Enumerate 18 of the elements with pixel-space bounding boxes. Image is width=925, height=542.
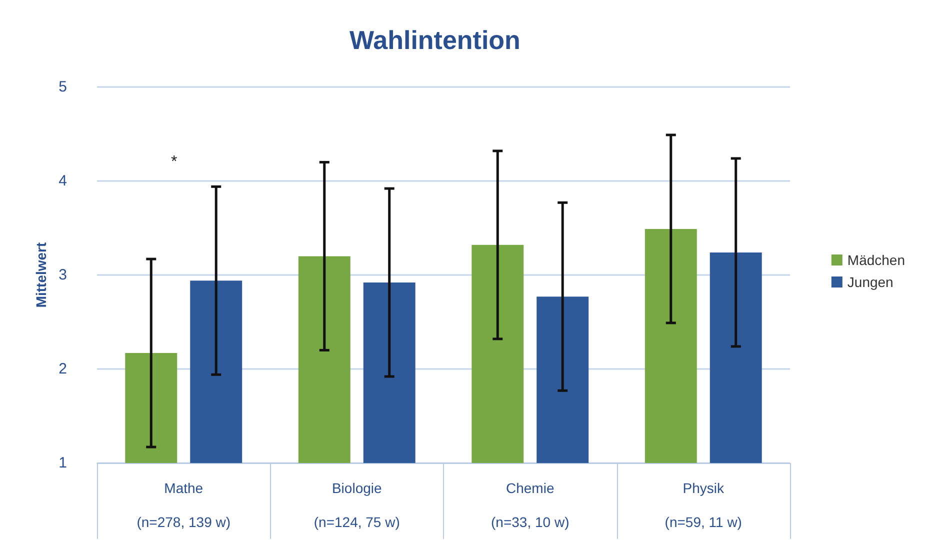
x-tick-label: Physik — [682, 480, 725, 496]
y-tick-label: 4 — [58, 172, 67, 190]
y-tick-label: 1 — [58, 454, 67, 472]
x-tick-label: Mathe — [164, 480, 204, 496]
y-tick-label: 5 — [58, 78, 67, 96]
annotation: * — [171, 154, 178, 170]
text: (n=59, 11 w) — [664, 514, 742, 530]
x-tick-label: Chemie — [506, 480, 554, 496]
y-axis-title: Mittelwert — [32, 242, 49, 308]
y-tick-label: 2 — [58, 360, 67, 378]
text: (n=124, 75 w) — [314, 514, 400, 530]
y-tick-label: 3 — [58, 266, 67, 284]
text: (n=278, 139 w) — [136, 514, 231, 530]
chart-title: Wahlintention — [350, 25, 520, 55]
x-tick-label: Biologie — [332, 480, 382, 496]
legend-label: Mädchen — [847, 252, 905, 268]
text: (n=33, 10 w) — [491, 514, 570, 530]
legend-label: Jungen — [847, 274, 894, 290]
